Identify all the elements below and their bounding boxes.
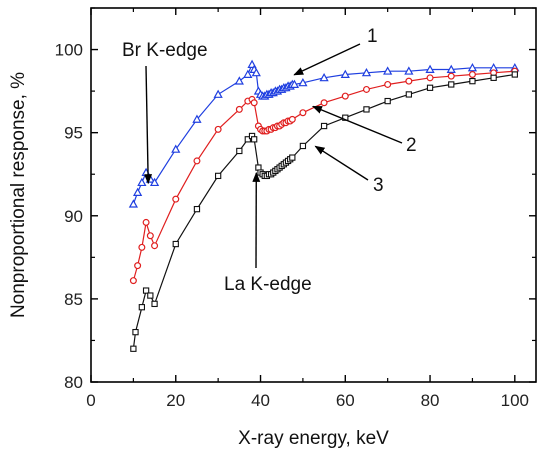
data-point-square	[130, 345, 137, 352]
data-point-circle	[341, 92, 349, 100]
data-point-triangle	[319, 72, 329, 82]
annotation-curve-1: 1	[367, 26, 378, 47]
data-point-triangle	[192, 114, 202, 123]
data-point-square	[405, 91, 413, 98]
data-point-square	[132, 328, 139, 336]
data-point-triangle	[446, 64, 456, 73]
data-point-circle	[151, 242, 159, 250]
data-point-circle	[426, 74, 434, 82]
data-point-circle	[405, 77, 413, 85]
y-tick-label: 85	[64, 290, 83, 309]
data-point-square	[214, 172, 222, 180]
data-point-square	[251, 136, 258, 143]
data-point-circle	[142, 218, 150, 226]
data-point-square	[469, 77, 476, 85]
y-tick-label: 100	[55, 41, 83, 60]
data-point-triangle	[289, 79, 300, 88]
data-series	[128, 59, 520, 352]
y-tick-label: 90	[64, 207, 83, 226]
series-2	[129, 67, 519, 285]
data-point-triangle	[213, 89, 223, 98]
plot-frame	[90, 7, 537, 383]
data-point-circle	[134, 262, 142, 270]
annotation-curve-3: 3	[373, 175, 384, 196]
data-point-square	[255, 164, 262, 171]
data-point-square	[448, 81, 455, 88]
data-point-triangle	[298, 77, 308, 87]
series-line-3	[132, 73, 515, 349]
y-tick-label: 95	[64, 124, 83, 143]
data-point-square	[244, 136, 251, 143]
data-point-circle	[447, 72, 455, 80]
data-point-square	[426, 84, 434, 91]
arrow-br-k-edge	[144, 65, 153, 185]
data-point-triangle	[234, 76, 244, 85]
data-point-circle	[214, 125, 222, 133]
data-point-circle	[138, 243, 146, 251]
data-point-square	[384, 97, 391, 105]
data-point-square	[147, 292, 154, 299]
data-point-circle	[362, 85, 370, 93]
data-point-circle	[172, 195, 180, 203]
data-point-circle	[250, 99, 258, 107]
annotation-br-k-edge: Br K-edge	[122, 40, 208, 61]
x-tick-label: 20	[166, 391, 185, 410]
data-point-circle	[129, 277, 137, 285]
data-point-square	[151, 300, 158, 308]
y-axis-title: Nonproportional response, %	[8, 72, 29, 318]
x-tick-label: 40	[251, 391, 270, 410]
arrow-curve-1	[293, 43, 361, 76]
annotation-curve-2: 2	[406, 135, 417, 156]
annotation-la-k-edge: La K-edge	[224, 274, 312, 295]
data-point-circle	[193, 157, 201, 165]
data-point-circle	[146, 232, 154, 240]
data-point-square	[490, 74, 497, 81]
data-point-square	[193, 205, 201, 213]
x-tick-label: 60	[336, 391, 355, 410]
data-point-square	[142, 287, 150, 294]
data-point-circle	[288, 115, 296, 123]
data-point-triangle	[383, 66, 393, 75]
series-line-1	[132, 62, 515, 205]
data-point-triangle	[467, 63, 478, 72]
data-point-triangle	[340, 69, 350, 78]
y-tick-label: 80	[64, 373, 83, 392]
data-point-circle	[235, 105, 243, 113]
plot-border	[90, 7, 537, 383]
data-point-triangle	[404, 66, 414, 75]
data-point-triangle	[137, 177, 147, 187]
data-point-triangle	[128, 199, 139, 208]
data-point-triangle	[132, 187, 143, 196]
data-point-square	[236, 147, 243, 155]
data-point-square	[511, 71, 518, 78]
data-point-square	[289, 154, 296, 161]
x-axis-title: X-ray energy, keV	[238, 428, 389, 449]
annotations	[144, 43, 403, 269]
data-point-circle	[320, 99, 328, 107]
arrow-curve-2	[311, 105, 403, 144]
data-point-square	[320, 122, 328, 130]
data-point-circle	[299, 109, 307, 117]
data-point-triangle	[171, 144, 181, 153]
x-tick-label: 80	[421, 391, 440, 410]
arrow-curve-3	[314, 145, 369, 181]
data-point-triangle	[243, 69, 253, 78]
x-tick-label: 0	[86, 391, 95, 410]
data-point-circle	[468, 70, 476, 78]
data-point-square	[138, 304, 146, 311]
axis-ticks: 0 20 40 60 80 100 80 85 90 95 100	[55, 7, 536, 410]
data-point-square	[363, 106, 370, 113]
data-point-square	[299, 142, 307, 150]
data-point-circle	[384, 80, 392, 88]
series-1	[128, 59, 520, 208]
data-point-triangle	[251, 67, 261, 77]
x-tick-label: 100	[501, 391, 529, 410]
series-3	[130, 71, 518, 352]
data-point-triangle	[149, 177, 160, 187]
data-point-triangle	[425, 64, 435, 73]
data-point-square	[172, 240, 179, 248]
data-point-triangle	[361, 67, 372, 77]
